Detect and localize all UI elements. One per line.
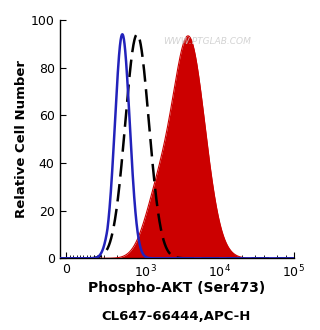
Text: CL647-66444,APC-H: CL647-66444,APC-H — [101, 311, 251, 323]
Y-axis label: Relative Cell Number: Relative Cell Number — [15, 60, 28, 218]
X-axis label: Phospho-AKT (Ser473): Phospho-AKT (Ser473) — [88, 281, 265, 295]
Text: WWW.PTGLAB.COM: WWW.PTGLAB.COM — [163, 37, 251, 46]
